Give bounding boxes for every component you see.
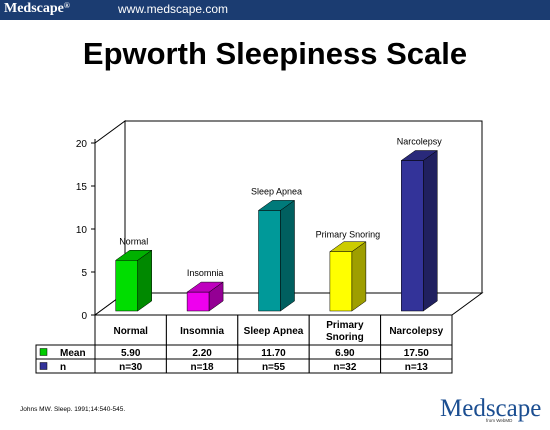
table-cell-value: 2.20 <box>192 348 212 359</box>
top-banner: Medscape® www.medscape.com <box>0 0 550 20</box>
y-tick-label: 15 <box>76 182 88 193</box>
bar-side <box>137 249 152 312</box>
y-tick-label: 5 <box>81 268 87 279</box>
chart-title: Epworth Sleepiness Scale <box>82 36 468 71</box>
bar-label: Insomnia <box>187 268 224 278</box>
table-cell-value: n=30 <box>119 362 143 373</box>
table-header-label: Sleep Apnea <box>244 326 304 337</box>
bar <box>115 260 138 312</box>
y-tick-label: 20 <box>76 139 88 150</box>
table-header-cell <box>94 314 167 346</box>
table-cell <box>380 358 453 374</box>
table-header-cell <box>237 314 310 346</box>
table-cell-value: 11.70 <box>261 348 286 359</box>
table-header-label: Narcolepsy <box>389 326 443 337</box>
site-url[interactable]: www.medscape.com <box>118 2 229 16</box>
bar-top <box>186 281 224 293</box>
table-header-cell <box>308 314 382 346</box>
bar <box>258 210 281 312</box>
bar-label: Narcolepsy <box>397 137 443 147</box>
y-tick-label: 0 <box>81 311 87 322</box>
table-row-label: n <box>60 362 66 373</box>
table-cell-value: 17.50 <box>404 348 429 359</box>
y-tick-label: 10 <box>76 225 88 236</box>
table-header-label: Normal <box>113 326 148 337</box>
table-header-label: Snoring <box>326 332 364 343</box>
bar-top <box>400 150 439 161</box>
bar-top <box>329 241 367 252</box>
table-cell-value: n=13 <box>405 362 429 373</box>
medscape-logo: Medscape <box>440 395 542 422</box>
bar <box>401 160 424 312</box>
bar-top <box>257 200 296 211</box>
bar-top <box>114 250 153 261</box>
bar <box>329 251 353 312</box>
table-cell-value: n=55 <box>262 362 286 373</box>
bar-label: Primary Snoring <box>316 230 381 240</box>
bar-side <box>280 199 295 312</box>
table-cell-value: n=32 <box>333 362 357 373</box>
table-cell-value: 5.90 <box>121 348 141 359</box>
table-row-label: Mean <box>60 348 86 359</box>
citation: Johns MW. Sleep. 1991;14:540-545. <box>20 406 126 413</box>
logo-subtitle: from WebMD <box>486 418 513 423</box>
legend-swatch <box>39 348 48 356</box>
bar-side <box>351 241 367 312</box>
bar <box>186 291 210 312</box>
legend-swatch <box>39 362 48 370</box>
table-header-label: Primary <box>326 320 364 331</box>
bar-label: Normal <box>119 236 148 246</box>
bar-label: Sleep Apnea <box>251 186 302 196</box>
table-cell-value: n=18 <box>191 362 215 373</box>
bar-side <box>423 150 438 312</box>
table-header-label: Insomnia <box>180 326 224 337</box>
table-cell-value: 6.90 <box>335 348 355 359</box>
medscape-brand: Medscape® <box>4 1 70 16</box>
